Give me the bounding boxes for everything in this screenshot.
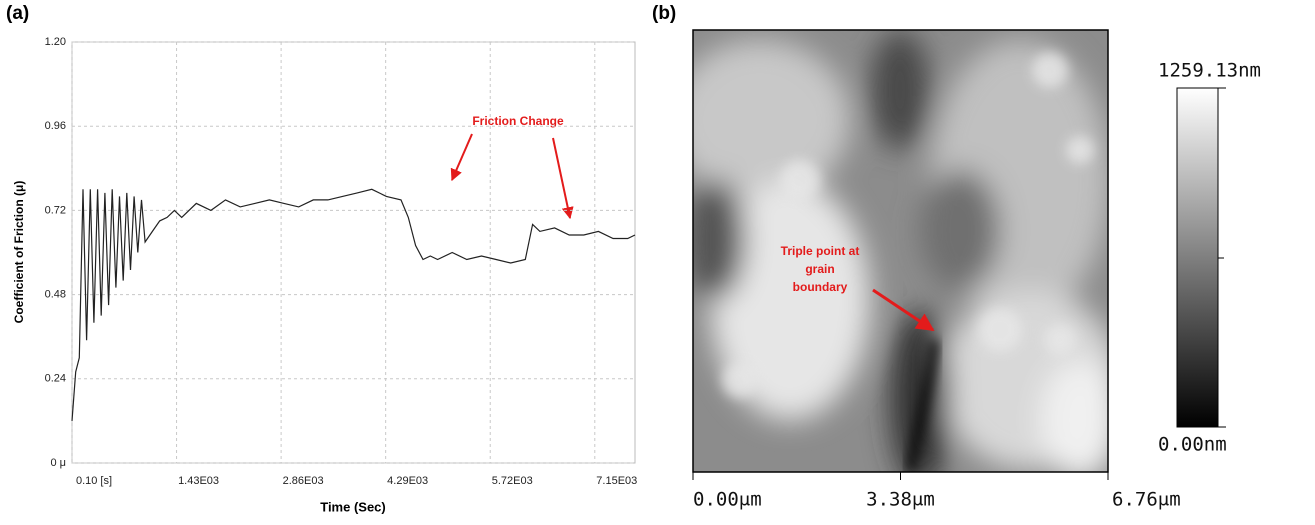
x-tick-label: 0.00μm [693,489,762,511]
x-tick-label: 2.86E03 [283,475,324,487]
panel-label: (a) [6,3,29,24]
annotation-arrow [450,133,473,182]
annotation-arrow [872,288,935,332]
x-tick-label: 0.10 [s] [76,475,112,487]
annotation: boundary [793,280,848,294]
y-tick-label: 0.96 [45,120,66,132]
x-tick-label: 6.76μm [1112,489,1181,511]
colorbar-label: 0.00nm [1158,434,1227,456]
y-tick-label: 0.48 [45,289,66,301]
colorbar-label: 1259.13nm [1158,60,1261,82]
y-tick-label: 0.72 [45,204,66,216]
y-tick-label: 1.20 [45,36,66,48]
annotation: Friction Change [472,114,564,128]
afm-image [693,30,1108,472]
x-tick-label: 3.38μm [866,489,935,511]
annotation: Triple point at [781,244,860,258]
colorbar [1176,87,1219,428]
x-tick-label: 5.72E03 [492,475,533,487]
x-tick-label: 4.29E03 [387,475,428,487]
x-tick-label: 1.43E03 [178,475,219,487]
y-axis-title: Coefficient of Friction (μ) [12,181,26,324]
plot-area [71,41,636,464]
panel-label: (b) [652,3,676,24]
y-tick-label: 0 μ [50,457,66,469]
data-line [71,188,636,421]
x-tick-label: 7.15E03 [596,475,637,487]
annotation-arrow [552,137,574,220]
y-tick-label: 0.24 [45,373,66,385]
x-axis-title: Time (Sec) [320,499,386,514]
annotation: grain [805,262,834,276]
